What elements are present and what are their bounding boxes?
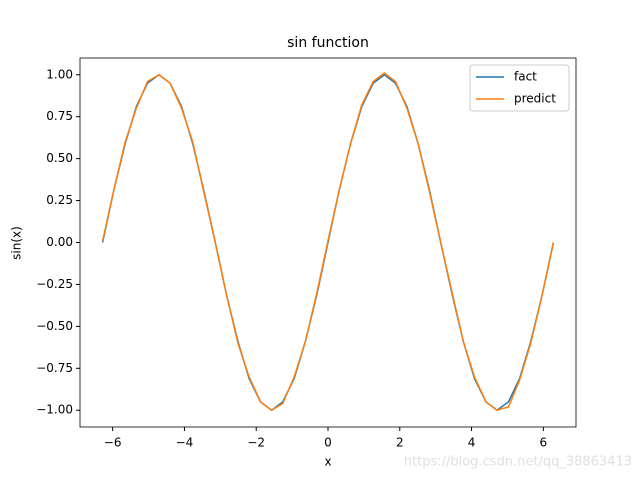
- legend-label: fact: [514, 70, 537, 84]
- y-tick-label: 0.75: [46, 109, 73, 123]
- y-tick-label: −1.00: [36, 403, 73, 417]
- y-axis-label: sin(x): [10, 226, 24, 260]
- x-axis-label: x: [324, 455, 331, 469]
- watermark: https://blog.csdn.net/qq_38863413: [404, 455, 632, 470]
- y-tick-label: −0.50: [36, 319, 73, 333]
- y-tick-label: −0.25: [36, 277, 73, 291]
- x-tick-label: 2: [396, 436, 404, 450]
- x-tick-label: −2: [247, 436, 265, 450]
- line-series: [101, 72, 555, 412]
- plot-frame: [79, 57, 577, 428]
- chart-title: sin function: [287, 35, 369, 51]
- x-tick-label: 0: [324, 436, 332, 450]
- x-tick-label: 4: [468, 436, 476, 450]
- y-tick-label: 0.00: [46, 235, 73, 249]
- x-tick-label: −6: [104, 436, 122, 450]
- y-tick-label: 0.25: [46, 193, 73, 207]
- legend-label: predict: [514, 92, 556, 106]
- y-tick-label: −0.75: [36, 361, 73, 375]
- x-tick-label: 6: [540, 436, 548, 450]
- x-tick-label: −4: [176, 436, 194, 450]
- y-tick-label: 0.50: [46, 151, 73, 165]
- y-tick-label: 1.00: [46, 67, 73, 81]
